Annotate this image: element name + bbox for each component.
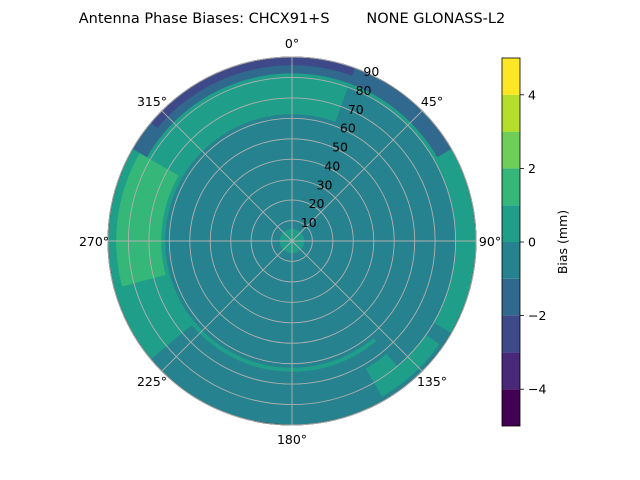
radial-tick-label: 50	[332, 140, 348, 155]
grid-spoke-45	[291, 110, 423, 242]
colorbar-tick-label: 0	[528, 235, 536, 250]
colorbar-band	[502, 278, 520, 316]
colorbar-band	[502, 58, 520, 95]
radial-tick-label: 80	[356, 83, 372, 98]
colorbar-tick-label: 4	[528, 87, 536, 102]
colorbar-band	[502, 168, 520, 206]
radial-tick-label: 60	[340, 121, 356, 136]
radial-tick-labels: 10 20 30 40 50 60 70 80 90	[301, 64, 380, 230]
angular-tick-label: 315°	[137, 94, 167, 109]
region-east-band	[335, 87, 456, 367]
region-south-band	[151, 306, 452, 425]
region-north-edge-low	[151, 57, 355, 128]
colorbar-tick-label: −4	[528, 382, 546, 397]
colorbar-band	[502, 94, 520, 132]
colorbar-band	[502, 389, 520, 426]
colorbar-tick-label: −2	[528, 308, 546, 323]
angular-tick-label: 0°	[285, 36, 299, 51]
angular-tick-label: 180°	[277, 432, 307, 447]
radial-tick-label: 30	[317, 177, 333, 192]
colorbar-band	[502, 315, 520, 353]
radial-tick-label: 40	[324, 158, 340, 173]
radial-tick-label: 10	[301, 215, 317, 230]
chart-title: Antenna Phase Biases: CHCX91+S NONE GLON…	[79, 11, 505, 27]
colorbar-band	[502, 242, 520, 279]
angular-tick-label: 225°	[137, 374, 167, 389]
colorbar-band	[502, 131, 520, 169]
colorbar-band	[502, 205, 520, 242]
radial-tick-label: 20	[309, 196, 325, 211]
angular-tick-label: 90°	[479, 234, 501, 249]
grid-spoke-315	[161, 110, 293, 242]
angular-tick-label: 135°	[417, 374, 447, 389]
region-west-patch	[116, 153, 179, 287]
angular-tick-label: 45°	[421, 94, 443, 109]
colorbar-tick-label: 2	[528, 161, 536, 176]
colorbar-tick-labels: −4 −2 0 2 4	[520, 87, 546, 397]
grid-spoke-225	[161, 240, 293, 372]
radial-tick-label: 90	[363, 64, 379, 79]
angular-tick-labels: 0° 45° 90° 135° 180° 225° 270° 315°	[79, 36, 501, 447]
angular-tick-label: 270°	[79, 234, 109, 249]
radial-tick-label: 70	[348, 102, 364, 117]
colorbar-label: Bias (mm)	[555, 210, 570, 274]
polar-grid	[107, 56, 477, 426]
colorbar-band	[502, 352, 520, 390]
grid-spoke-135	[291, 240, 423, 372]
colorbar	[501, 57, 521, 427]
